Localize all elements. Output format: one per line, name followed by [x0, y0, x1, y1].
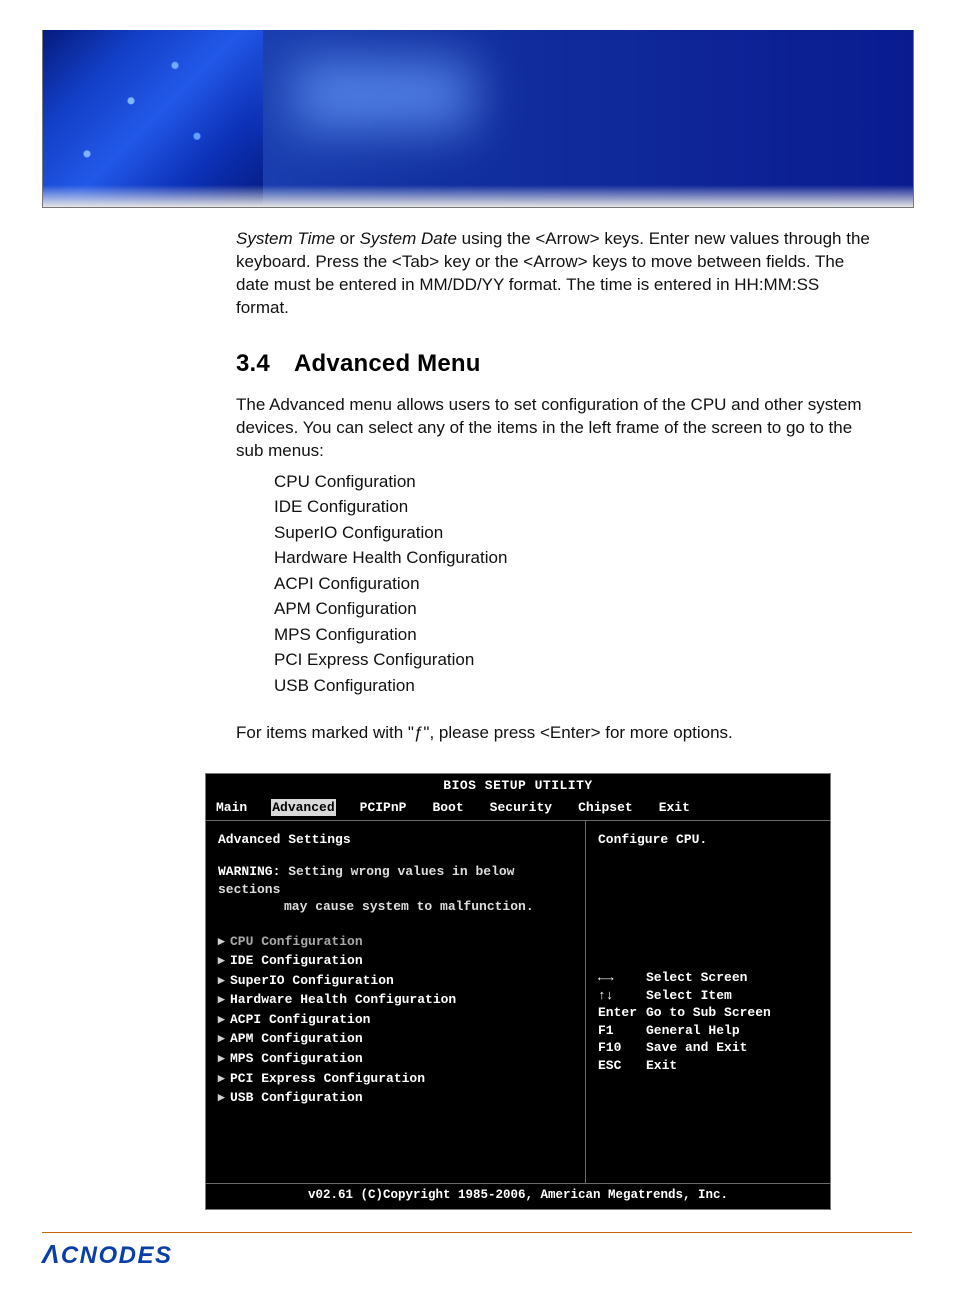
bios-item-label: PCI Express Configuration: [230, 1071, 425, 1086]
triangle-icon: ▸: [218, 933, 230, 951]
bios-item-label: USB Configuration: [230, 1090, 363, 1105]
bios-help-key: ESC: [598, 1057, 646, 1075]
submenu-item: Hardware Health Configuration: [274, 545, 876, 571]
bios-help-key: F1: [598, 1022, 646, 1040]
brand-logo: ΛCNODES: [42, 1239, 912, 1270]
bios-item[interactable]: ▸PCI Express Configuration: [218, 1069, 573, 1089]
triangle-icon: ▸: [218, 972, 230, 990]
submenu-item: CPU Configuration: [274, 469, 876, 495]
bios-tab-main[interactable]: Main: [214, 799, 249, 817]
bios-help-keys: ←→Select Screen↑↓Select ItemEnterGo to S…: [598, 969, 818, 1074]
heading-number: 3.4: [236, 348, 294, 380]
submenu-item: ACPI Configuration: [274, 571, 876, 597]
bios-warning-label: WARNING:: [218, 864, 280, 879]
header-banner: [42, 30, 914, 208]
bios-item-label: SuperIO Configuration: [230, 973, 394, 988]
bios-body: Advanced Settings WARNING: Setting wrong…: [206, 820, 830, 1183]
bios-item[interactable]: ▸APM Configuration: [218, 1029, 573, 1049]
bios-item[interactable]: ▸SuperIO Configuration: [218, 971, 573, 991]
submenu-item: APM Configuration: [274, 596, 876, 622]
submenu-item: SuperIO Configuration: [274, 520, 876, 546]
bios-item[interactable]: ▸USB Configuration: [218, 1088, 573, 1108]
document-page: System Time or System Date using the <Ar…: [0, 30, 954, 1300]
triangle-icon: ▸: [218, 1089, 230, 1107]
bios-menubar: Main Advanced PCIPnP Boot Security Chipset Exi…: [206, 797, 830, 821]
bios-warning: WARNING: Setting wrong values in below s…: [218, 863, 573, 916]
bios-help-row: F1General Help: [598, 1022, 818, 1040]
bios-help-label: Select Screen: [646, 970, 747, 985]
triangle-icon: ▸: [218, 991, 230, 1009]
bios-help-row: EnterGo to Sub Screen: [598, 1004, 818, 1022]
footer-rule: ΛCNODES: [42, 1232, 912, 1270]
submenu-item: IDE Configuration: [274, 494, 876, 520]
bios-help-label: Save and Exit: [646, 1040, 747, 1055]
bios-tab-advanced[interactable]: Advanced: [271, 799, 335, 817]
bios-help-row: ESCExit: [598, 1057, 818, 1075]
bios-warning-line2: may cause system to malfunction.: [284, 899, 534, 914]
bios-help-label: Exit: [646, 1058, 677, 1073]
bios-item-label: CPU Configuration: [230, 934, 363, 949]
italic-system-time: System Time: [236, 229, 335, 248]
bios-item[interactable]: ▸MPS Configuration: [218, 1049, 573, 1069]
italic-system-date: System Date: [360, 229, 457, 248]
bios-help-key: F10: [598, 1039, 646, 1057]
bios-item-label: MPS Configuration: [230, 1051, 363, 1066]
bios-section-title: Advanced Settings: [218, 831, 573, 849]
bios-tab-pcipnp[interactable]: PCIPnP: [358, 799, 409, 817]
bios-help-label: Select Item: [646, 988, 732, 1003]
banner-pcb-image: [43, 30, 263, 207]
bios-item[interactable]: ▸ACPI Configuration: [218, 1010, 573, 1030]
bios-help-top: Configure CPU.: [598, 831, 818, 849]
submenu-item: MPS Configuration: [274, 622, 876, 648]
bios-tab-chipset[interactable]: Chipset: [576, 799, 635, 817]
bios-help-row: F10Save and Exit: [598, 1039, 818, 1057]
bios-item[interactable]: ▸IDE Configuration: [218, 951, 573, 971]
bios-item-label: APM Configuration: [230, 1031, 363, 1046]
bios-help-key: ←→: [598, 969, 646, 987]
intro-paragraph: System Time or System Date using the <Ar…: [236, 228, 876, 320]
bios-help-label: General Help: [646, 1023, 740, 1038]
bios-tab-exit[interactable]: Exit: [657, 799, 692, 817]
logo-glyph-a: Λ: [42, 1239, 61, 1269]
bios-item-label: ACPI Configuration: [230, 1012, 370, 1027]
triangle-icon: ▸: [218, 1050, 230, 1068]
bios-item[interactable]: ▸CPU Configuration: [218, 932, 573, 952]
advanced-intro: The Advanced menu allows users to set co…: [236, 394, 876, 463]
banner-glow: [293, 60, 473, 130]
submenu-list: CPU ConfigurationIDE ConfigurationSuperI…: [274, 469, 876, 699]
bios-window: BIOS SETUP UTILITY Main Advanced PCIPnP Boo…: [205, 773, 831, 1210]
bios-title: BIOS SETUP UTILITY: [206, 774, 830, 797]
submenu-item: PCI Express Configuration: [274, 647, 876, 673]
section-heading: 3.4Advanced Menu: [236, 348, 876, 380]
logo-text-rest: CNODES: [61, 1242, 173, 1269]
triangle-icon: ▸: [218, 952, 230, 970]
body-text-region: System Time or System Date using the <Ar…: [236, 228, 876, 745]
bios-tab-boot[interactable]: Boot: [430, 799, 465, 817]
triangle-icon: ▸: [218, 1011, 230, 1029]
triangle-icon: ▸: [218, 1030, 230, 1048]
bios-item-label: IDE Configuration: [230, 953, 363, 968]
triangle-icon: ▸: [218, 1070, 230, 1088]
bios-item[interactable]: ▸Hardware Health Configuration: [218, 990, 573, 1010]
bios-help-row: ←→Select Screen: [598, 969, 818, 987]
bios-screenshot: BIOS SETUP UTILITY Main Advanced PCIPnP Boo…: [205, 773, 829, 1210]
bios-item-list: ▸CPU Configuration▸IDE Configuration▸Sup…: [218, 932, 573, 1108]
bios-item-label: Hardware Health Configuration: [230, 992, 456, 1007]
bios-help-key: Enter: [598, 1004, 646, 1022]
bios-right-pane: Configure CPU. ←→Select Screen↑↓Select I…: [586, 821, 830, 1183]
bios-left-pane: Advanced Settings WARNING: Setting wrong…: [206, 821, 586, 1183]
intro-mid: or: [335, 229, 360, 248]
banner-fade: [43, 185, 913, 207]
bios-help-key: ↑↓: [598, 987, 646, 1005]
bios-help-label: Go to Sub Screen: [646, 1005, 771, 1020]
submenu-item: USB Configuration: [274, 673, 876, 699]
heading-text: Advanced Menu: [294, 350, 481, 377]
bios-footer: v02.61 (C)Copyright 1985-2006, American …: [206, 1183, 830, 1209]
enter-note: For items marked with "ƒ", please press …: [236, 722, 876, 745]
bios-help-row: ↑↓Select Item: [598, 987, 818, 1005]
bios-tab-security[interactable]: Security: [488, 799, 554, 817]
